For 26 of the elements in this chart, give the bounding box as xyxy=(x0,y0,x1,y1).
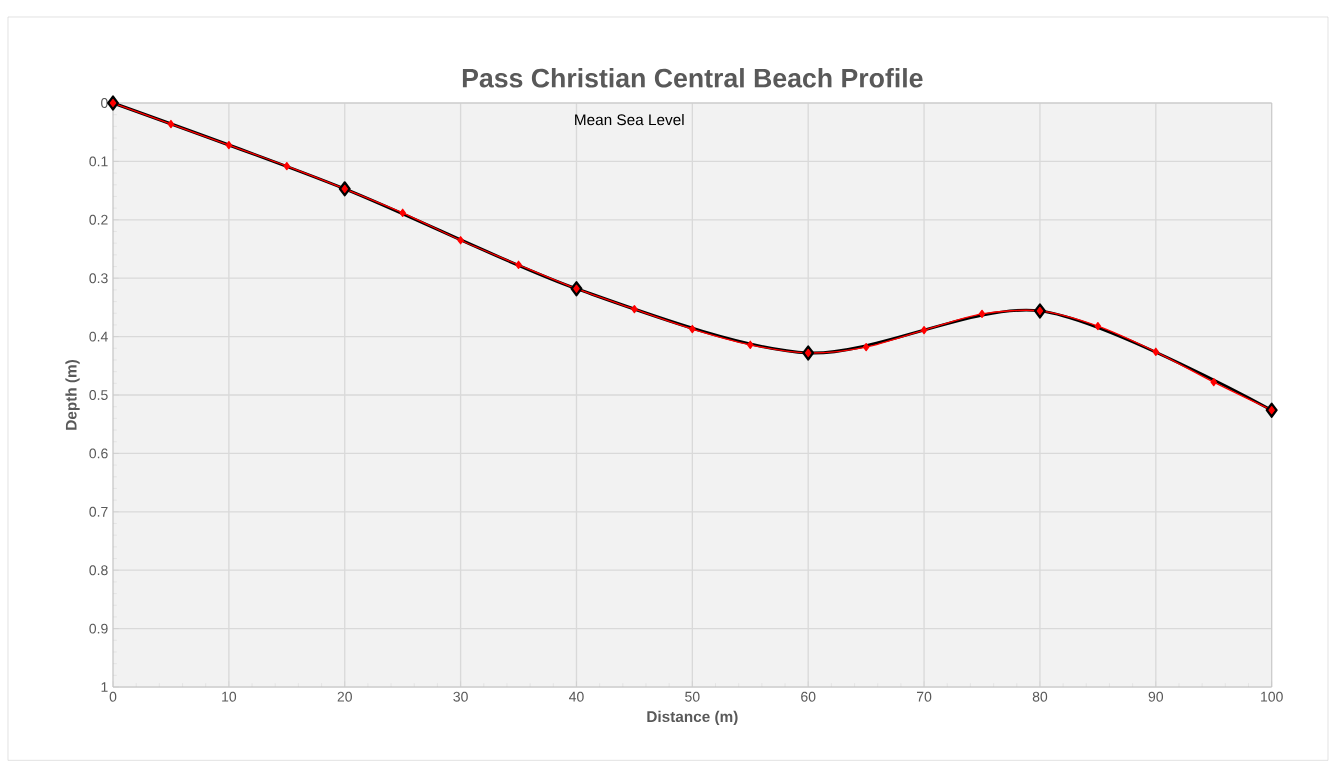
annotation: Mean Sea Level xyxy=(575,113,684,126)
x-tick-label: 50 xyxy=(685,691,700,702)
y-axis-title: Depth (m) xyxy=(65,360,80,430)
y-tick-label: 0.5 xyxy=(89,390,108,400)
y-tick-label: 0.6 xyxy=(89,448,108,459)
y-tick-label: 0.9 xyxy=(89,623,108,634)
x-tick-label: 40 xyxy=(569,691,584,702)
x-tick-label: 10 xyxy=(222,691,237,702)
y-tick-label: 0.2 xyxy=(89,214,108,225)
y-tick-label: 0.3 xyxy=(89,273,108,284)
y-tick-label: 0.8 xyxy=(89,565,108,576)
x-tick-label: 60 xyxy=(801,691,816,702)
x-tick-label: 0 xyxy=(109,691,117,702)
x-tick-label: 80 xyxy=(1032,691,1048,702)
x-tick-label: 100 xyxy=(1261,691,1283,702)
y-tick-label: 0.7 xyxy=(89,506,108,517)
y-tick-label: 0.4 xyxy=(89,331,108,342)
y-tick-label: 0 xyxy=(101,98,108,108)
y-tick-label: 1 xyxy=(101,682,108,692)
x-tick-label: 70 xyxy=(917,691,932,702)
y-tick-label: 0.1 xyxy=(89,156,108,167)
x-tick-label: 90 xyxy=(1148,691,1164,702)
chart-title: Pass Christian Central Beach Profile xyxy=(462,68,923,88)
x-axis-title: Distance (m) xyxy=(647,710,738,726)
x-tick-label: 30 xyxy=(453,691,468,702)
x-tick-label: 20 xyxy=(337,691,352,702)
